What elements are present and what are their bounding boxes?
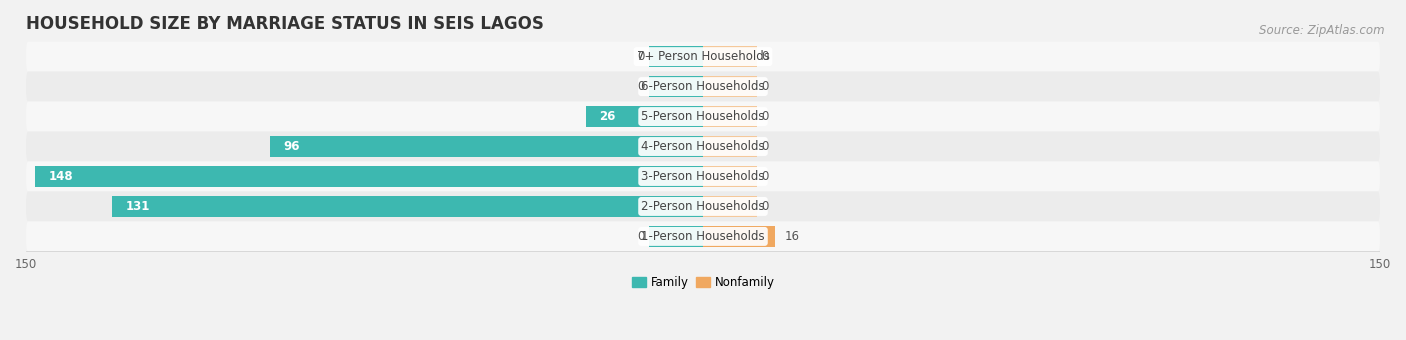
- Bar: [648, 76, 703, 97]
- Text: 5-Person Households: 5-Person Households: [641, 110, 765, 123]
- FancyBboxPatch shape: [27, 221, 1379, 251]
- Text: 0: 0: [637, 50, 644, 63]
- Text: Source: ZipAtlas.com: Source: ZipAtlas.com: [1260, 24, 1385, 37]
- FancyBboxPatch shape: [27, 162, 1379, 191]
- Text: 0: 0: [762, 140, 769, 153]
- Text: 0: 0: [637, 80, 644, 93]
- Text: 7+ Person Households: 7+ Person Households: [637, 50, 769, 63]
- Text: 0: 0: [762, 110, 769, 123]
- Text: 148: 148: [49, 170, 73, 183]
- Bar: [703, 166, 758, 187]
- Text: 0: 0: [762, 170, 769, 183]
- Bar: [703, 76, 758, 97]
- Bar: [112, 196, 703, 217]
- Text: 0: 0: [762, 80, 769, 93]
- Bar: [703, 136, 758, 157]
- Text: 6-Person Households: 6-Person Households: [641, 80, 765, 93]
- Legend: Family, Nonfamily: Family, Nonfamily: [627, 271, 779, 294]
- Text: 0: 0: [762, 50, 769, 63]
- Bar: [703, 46, 758, 67]
- Text: 3-Person Households: 3-Person Households: [641, 170, 765, 183]
- Bar: [648, 226, 703, 246]
- Text: 4-Person Households: 4-Person Households: [641, 140, 765, 153]
- Text: 96: 96: [284, 140, 299, 153]
- Bar: [270, 136, 703, 157]
- FancyBboxPatch shape: [27, 41, 1379, 72]
- Text: 1-Person Households: 1-Person Households: [641, 230, 765, 243]
- Bar: [703, 226, 775, 246]
- Text: 16: 16: [785, 230, 799, 243]
- Text: 26: 26: [599, 110, 616, 123]
- Bar: [703, 106, 758, 127]
- Text: 131: 131: [125, 200, 150, 213]
- Bar: [703, 196, 758, 217]
- FancyBboxPatch shape: [27, 132, 1379, 162]
- Text: 0: 0: [762, 200, 769, 213]
- Bar: [586, 106, 703, 127]
- Bar: [35, 166, 703, 187]
- Text: 2-Person Households: 2-Person Households: [641, 200, 765, 213]
- FancyBboxPatch shape: [27, 72, 1379, 102]
- Text: HOUSEHOLD SIZE BY MARRIAGE STATUS IN SEIS LAGOS: HOUSEHOLD SIZE BY MARRIAGE STATUS IN SEI…: [27, 15, 544, 33]
- Text: 0: 0: [637, 230, 644, 243]
- FancyBboxPatch shape: [27, 102, 1379, 132]
- Bar: [648, 46, 703, 67]
- FancyBboxPatch shape: [27, 191, 1379, 221]
